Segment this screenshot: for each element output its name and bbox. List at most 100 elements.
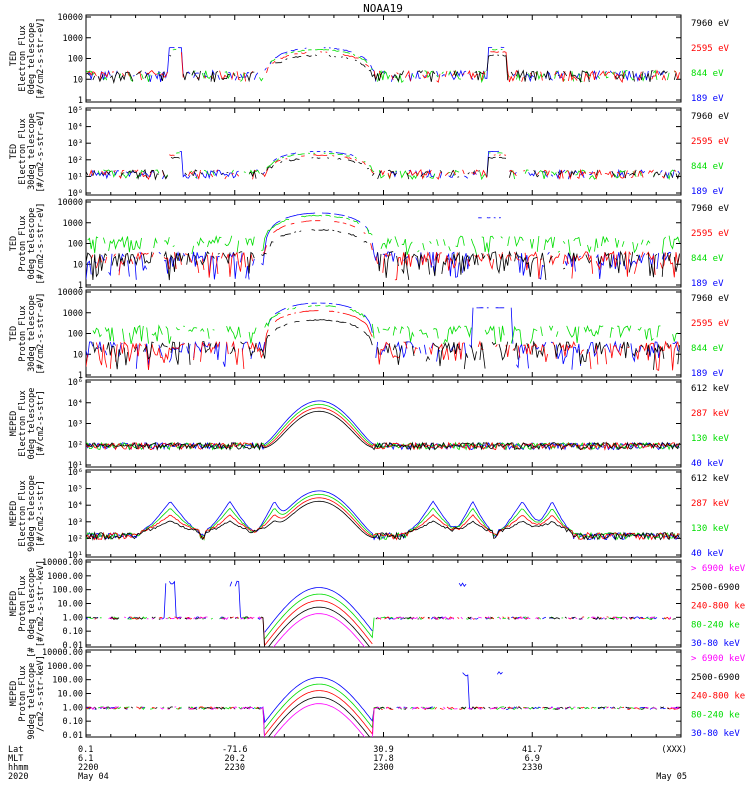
y-axis-label: 0deg telescope xyxy=(27,23,37,95)
bottom-row-label: Lat xyxy=(8,745,23,755)
legend-entry: 189 eV xyxy=(691,369,724,379)
panel-frame xyxy=(85,107,682,196)
legend-entry: 612 keV xyxy=(691,384,730,394)
y-tick-label: 1000.00 xyxy=(47,572,83,582)
legend-entry: 189 eV xyxy=(691,279,724,289)
bottom-tick-label: 2200 xyxy=(78,763,98,773)
panel-frame xyxy=(85,379,682,468)
y-tick-label: 10¹ xyxy=(68,551,83,561)
trace-line xyxy=(86,310,680,371)
y-tick-label: 10³ xyxy=(68,420,83,430)
trace-line xyxy=(86,581,680,632)
y-tick-label: 1000 xyxy=(63,309,83,319)
legend-entry: 40 keV xyxy=(691,549,724,559)
trace-line xyxy=(88,47,678,82)
y-tick-label: 1 xyxy=(78,281,83,291)
y-axis-label: Proton Flux xyxy=(18,575,28,631)
panel-frame xyxy=(85,649,682,738)
panel-7: 10000.00 1000.00 100.00 10.00 1.00 0.10 0.01 ME… xyxy=(9,558,746,651)
legend-entry: 30-80 keV xyxy=(691,639,740,649)
y-tick-label: 100.00 xyxy=(52,586,83,596)
trace-line xyxy=(86,229,680,281)
legend-entry: 844 eV xyxy=(691,162,724,172)
bottom-row-label: MLT xyxy=(8,754,23,764)
trace-line xyxy=(86,302,680,370)
trace-line xyxy=(86,500,680,541)
plot-title: NOAA19 xyxy=(363,2,403,15)
trace-line xyxy=(86,497,680,541)
trace-line xyxy=(88,684,680,729)
trace-line xyxy=(90,703,680,737)
y-axis-label: MEPED xyxy=(9,501,19,527)
y-axis-label: Proton Flux xyxy=(18,665,28,721)
y-axis-label: Proton Flux xyxy=(18,215,28,271)
y-tick-label: 100 xyxy=(68,330,83,340)
y-tick-label: 10¹ xyxy=(68,172,83,182)
panel-2: 10⁵ 10⁴ 10³ 10² 10¹ 10⁰ TED Electron Flux 30deg … xyxy=(9,106,730,199)
y-tick-label: 10⁵ xyxy=(68,106,83,116)
y-tick-label: 10³ xyxy=(68,518,83,528)
trace-line xyxy=(92,319,680,370)
trace-line xyxy=(86,48,677,84)
y-axis-label: 90deg telescope [# xyxy=(27,647,37,740)
trace-line xyxy=(86,490,680,541)
y-tick-label: 10⁴ xyxy=(68,399,83,409)
bottom-tick-label: 30.9 xyxy=(373,745,393,755)
bottom-tick-label: 41.7 xyxy=(522,745,542,755)
y-tick-label: 0.10 xyxy=(63,627,83,637)
y-tick-label: 10⁵ xyxy=(68,485,83,495)
bottom-tick-label: 17.8 xyxy=(373,754,393,764)
y-axis-label: 0deg telescope xyxy=(27,388,37,460)
legend-entry: 7960 eV xyxy=(691,112,730,122)
y-tick-label: 10.00 xyxy=(57,690,83,700)
y-axis-label: TED xyxy=(9,236,19,251)
y-tick-label: 10⁶ xyxy=(68,378,83,388)
y-tick-label: 0.01 xyxy=(63,731,83,741)
y-axis-label: 0deg telescope xyxy=(27,208,37,280)
y-tick-label: 10² xyxy=(68,440,83,450)
y-tick-label: 10 xyxy=(73,260,83,270)
y-tick-label: 10000 xyxy=(57,288,83,298)
trace-line xyxy=(86,671,680,724)
trace-line xyxy=(95,601,680,646)
y-axis-label: 30deg telescope xyxy=(27,113,37,190)
bottom-row-label: hhmm xyxy=(8,763,28,773)
y-axis-label: [#/cm2-s-str] xyxy=(36,390,46,457)
y-tick-label: 100 xyxy=(68,240,83,250)
legend-entry: 40 keV xyxy=(691,459,724,469)
y-axis-label: MEPED xyxy=(9,591,19,617)
legend-entry: 7960 eV xyxy=(691,204,730,214)
legend-entry: 240-800 ke xyxy=(691,692,745,702)
y-axis-label: MEPED xyxy=(9,411,19,437)
traces xyxy=(86,671,680,737)
bottom-tick-label: 0.1 xyxy=(78,745,93,755)
y-tick-label: 10² xyxy=(68,534,83,544)
legend-entry: 2595 eV xyxy=(691,319,730,329)
y-axis-label: TED xyxy=(9,144,19,159)
traces xyxy=(86,150,680,179)
y-tick-label: 10000 xyxy=(57,198,83,208)
y-axis-label: [#/cm2-s-str-eV] xyxy=(36,18,46,100)
legend-entry: 844 eV xyxy=(691,254,724,264)
y-tick-label: 1 xyxy=(78,371,83,381)
y-axis-label: TED xyxy=(9,326,19,341)
y-tick-label: 10¹ xyxy=(68,461,83,471)
y-axis-label: [#/cm2-s-str-eV] xyxy=(36,203,46,285)
legend-entry: 30-80 keV xyxy=(691,729,740,739)
bottom-tick-label: 2230 xyxy=(225,763,245,773)
y-tick-label: 10⁶ xyxy=(68,468,83,478)
y-axis-label: [#/cm2-s-str] xyxy=(36,480,46,547)
legend-entry: > 6900 keV xyxy=(691,564,746,574)
legend-entry: 130 keV xyxy=(691,434,730,444)
panel-5: 10⁶ 10⁴ 10³ 10² 10¹ MEPED Electron Flux 0deg te… xyxy=(9,378,730,471)
bottom-tick-label: 2300 xyxy=(373,763,393,773)
y-tick-label: 10000.00 xyxy=(42,558,83,568)
legend-entry: 240-800 ke xyxy=(691,602,745,612)
y-axis-label: Electron Flux xyxy=(18,390,28,457)
legend-entry: 2500-6900 xyxy=(691,583,740,593)
traces xyxy=(86,490,680,541)
legend-entry: 844 eV xyxy=(691,69,724,79)
legend-entry: 2595 eV xyxy=(691,44,730,54)
